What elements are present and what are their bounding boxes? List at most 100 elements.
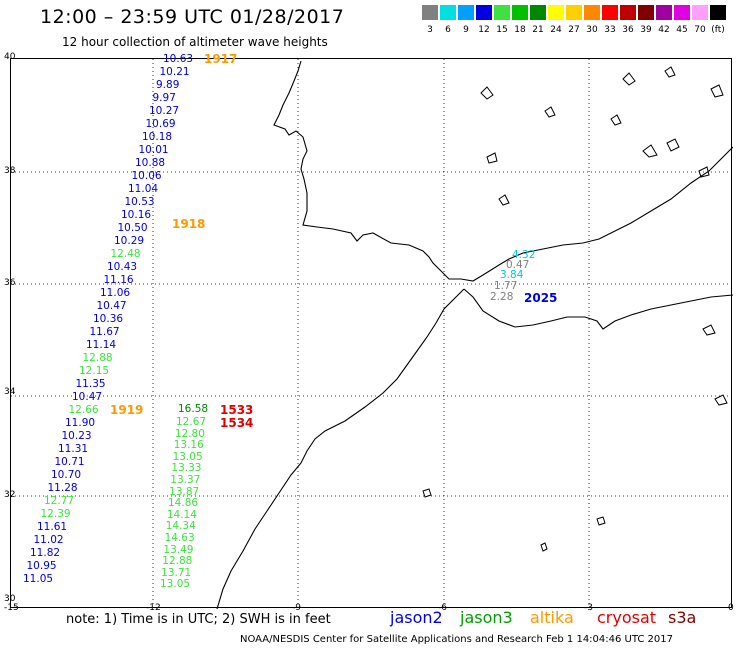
wave-height-value: 11.61 xyxy=(37,521,68,533)
credit-line: NOAA/NESDIS Center for Satellite Applica… xyxy=(240,634,673,645)
wave-height-value: 10.16 xyxy=(121,209,152,221)
time-label: 2025 xyxy=(524,291,558,305)
wave-height-value: 10.29 xyxy=(114,235,145,247)
color-scale-swatch xyxy=(512,5,528,20)
satellite-legend-item: jason2 xyxy=(390,608,443,627)
wave-height-value: 3.84 xyxy=(500,269,524,281)
satellite-legend-item: s3a xyxy=(668,608,697,627)
wave-height-value: 12.80 xyxy=(174,427,205,440)
wave-height-value: 11.05 xyxy=(23,573,54,585)
wave-height-value: 11.35 xyxy=(75,378,106,390)
lon-label: -6 xyxy=(438,603,447,613)
color-scale-swatch xyxy=(476,5,492,20)
color-scale-swatch xyxy=(602,5,618,20)
wave-height-value: 1.77 xyxy=(494,280,518,292)
color-scale-swatch xyxy=(584,5,600,20)
color-scale-label: 70 xyxy=(694,25,706,35)
time-label: 1917 xyxy=(204,52,238,66)
africa-coastline xyxy=(216,288,465,609)
iberia-coastline xyxy=(273,60,733,282)
lon-label: -9 xyxy=(292,603,301,613)
color-scale-label: (ft) xyxy=(711,25,725,35)
color-scale-label: 3 xyxy=(427,25,433,35)
color-scale-swatch xyxy=(656,5,672,20)
lon-label: -15 xyxy=(4,603,19,613)
time-label: 1919 xyxy=(110,403,144,417)
color-scale-swatch xyxy=(620,5,636,20)
color-scale-swatch xyxy=(674,5,690,20)
wave-height-value: 10.47 xyxy=(96,300,127,312)
wave-height-value: 11.28 xyxy=(47,482,78,494)
color-scale-label: 30 xyxy=(586,25,598,35)
wave-height-value: 11.90 xyxy=(65,417,96,429)
wave-height-value: 10.70 xyxy=(51,469,82,481)
wave-height-value: 11.67 xyxy=(89,326,120,338)
wave-height-value: 4.32 xyxy=(512,249,536,261)
satellite-legend-item: altika xyxy=(530,608,574,627)
wave-height-value: 10.27 xyxy=(149,105,180,117)
color-scale-swatch xyxy=(422,5,438,20)
lat-label: 38 xyxy=(4,166,16,176)
wave-height-value: 11.02 xyxy=(33,534,64,546)
wave-height-value: 10.88 xyxy=(135,157,166,169)
wave-height-value: 14.86 xyxy=(168,497,199,510)
wave-height-value: 12.88 xyxy=(82,352,113,364)
map-subtitle: 12 hour collection of altimeter wave hei… xyxy=(62,35,328,49)
color-scale-label: 21 xyxy=(532,25,544,35)
color-scale-label: 39 xyxy=(640,25,652,35)
lat-label: 40 xyxy=(4,52,16,62)
lon-label: -12 xyxy=(146,603,161,613)
color-scale-swatch xyxy=(638,5,654,20)
wave-height-value: 10.53 xyxy=(124,196,155,208)
coastline-map xyxy=(11,59,733,609)
color-scale-swatch xyxy=(692,5,708,20)
wave-height-value: 10.18 xyxy=(142,131,173,143)
satellite-legend-item: jason3 xyxy=(460,608,513,627)
wave-height-value: 9.97 xyxy=(152,92,176,104)
color-scale-swatch xyxy=(458,5,474,20)
wave-height-value: 11.31 xyxy=(58,443,89,455)
wave-height-value: 10.06 xyxy=(131,170,162,182)
wave-height-value: 13.49 xyxy=(163,543,194,556)
color-scale-swatch xyxy=(494,5,510,20)
wave-height-value: 13.16 xyxy=(173,439,204,452)
wave-height-value: 10.50 xyxy=(117,222,148,234)
wave-height-value: 11.16 xyxy=(103,274,134,286)
wave-height-value: 11.06 xyxy=(100,287,131,299)
wave-height-value: 10.69 xyxy=(145,118,176,130)
wave-height-value: 13.71 xyxy=(161,566,192,579)
color-scale-label: 42 xyxy=(658,25,670,35)
wave-height-value: 13.87 xyxy=(169,485,200,498)
wave-height-value: 10.47 xyxy=(72,391,103,403)
wave-height-value: 13.37 xyxy=(170,474,201,486)
wave-height-value: 12.88 xyxy=(162,555,193,568)
color-scale-label: 24 xyxy=(550,25,562,35)
color-scale-label: 33 xyxy=(604,25,616,35)
wave-height-value: 14.63 xyxy=(164,532,195,544)
wave-height-value: 0.47 xyxy=(506,259,530,271)
color-scale-label: 15 xyxy=(496,25,508,35)
wave-height-value: 10.43 xyxy=(107,261,138,273)
color-scale-label: 27 xyxy=(568,25,580,35)
color-scale-label: 36 xyxy=(622,25,634,35)
wave-height-value: 16.58 xyxy=(178,403,209,415)
lat-label: 30 xyxy=(4,594,16,604)
color-scale-swatch xyxy=(530,5,546,20)
wave-height-value: 10.01 xyxy=(138,144,169,156)
wave-height-value: 11.82 xyxy=(30,547,61,559)
lat-label: 32 xyxy=(4,490,16,500)
lat-label: 34 xyxy=(4,387,16,397)
wave-height-value: 10.23 xyxy=(61,430,92,442)
wave-height-value: 10.71 xyxy=(54,456,85,468)
time-label: 1918 xyxy=(172,217,206,231)
color-scale-swatch xyxy=(548,5,564,20)
map-area xyxy=(10,58,733,609)
color-scale-label: 18 xyxy=(514,25,526,35)
wave-height-value: 13.05 xyxy=(160,578,191,591)
wave-height-value: 13.05 xyxy=(172,450,203,463)
wave-height-value: 13.33 xyxy=(171,462,202,475)
wave-height-value: 2.28 xyxy=(490,291,514,303)
grid-lines xyxy=(11,59,733,609)
color-scale-swatch xyxy=(710,5,726,20)
wave-height-value: 10.63 xyxy=(163,53,194,65)
